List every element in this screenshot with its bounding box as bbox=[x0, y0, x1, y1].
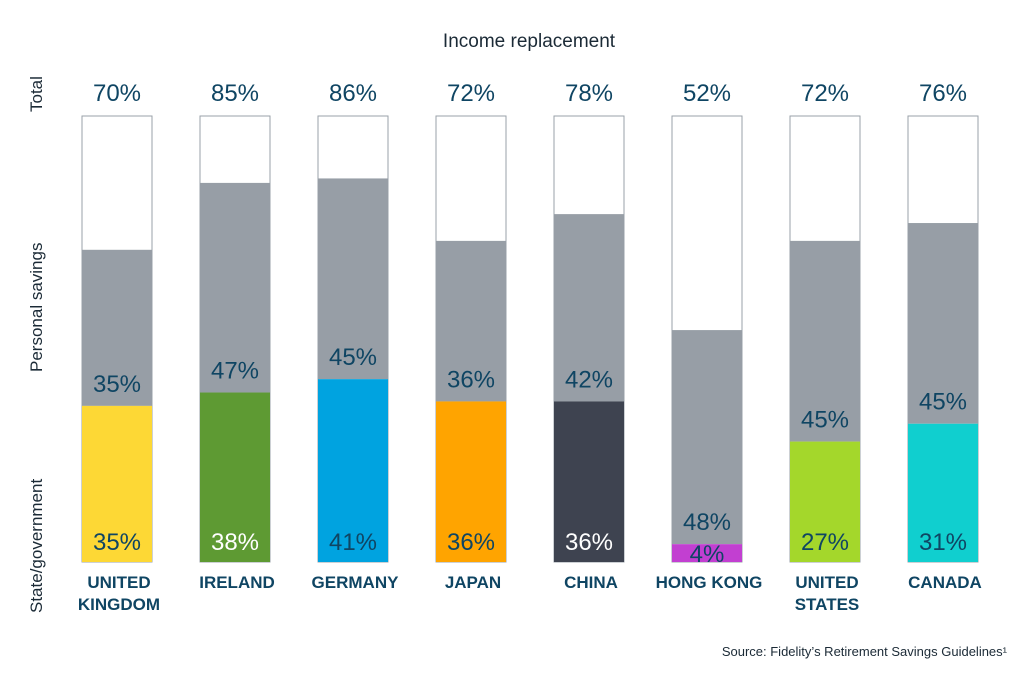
bar-personal-savings-japan bbox=[436, 240, 506, 402]
state-government-label-united-states: 27% bbox=[801, 529, 849, 556]
total-label-china: 78% bbox=[565, 80, 613, 107]
bar-state-government-hong-kong bbox=[672, 544, 742, 562]
bar-state-government-germany bbox=[318, 379, 388, 562]
bar-state-government-ireland bbox=[200, 392, 270, 562]
bar-personal-savings-united-states bbox=[790, 240, 860, 442]
y-label-total: Total bbox=[27, 76, 46, 112]
source-note: Source: Fidelity’s Retirement Savings Gu… bbox=[722, 644, 1008, 659]
category-label-germany: GERMANY bbox=[312, 573, 400, 592]
y-label-state-government: State/government bbox=[27, 479, 46, 613]
category-label-united-kingdom-line1: UNITED bbox=[87, 573, 150, 592]
category-label-china: CHINA bbox=[564, 573, 618, 592]
category-label-canada: CANADA bbox=[908, 573, 982, 592]
personal-savings-label-united-kingdom: 35% bbox=[93, 371, 141, 398]
personal-savings-label-canada: 45% bbox=[919, 389, 967, 416]
category-label-hong-kong: HONG KONG bbox=[656, 573, 763, 592]
y-label-personal-savings: Personal savings bbox=[27, 243, 46, 372]
bar-personal-savings-hong-kong bbox=[672, 330, 742, 545]
total-label-united-kingdom: 70% bbox=[93, 80, 141, 107]
personal-savings-label-hong-kong: 48% bbox=[683, 509, 731, 536]
bar-state-government-canada bbox=[908, 423, 978, 562]
state-government-label-canada: 31% bbox=[919, 529, 967, 556]
total-label-hong-kong: 52% bbox=[683, 80, 731, 107]
total-label-japan: 72% bbox=[447, 80, 495, 107]
state-government-label-ireland: 38% bbox=[211, 529, 259, 556]
state-government-label-china: 36% bbox=[565, 529, 613, 556]
category-label-united-kingdom-line2: KINGDOM bbox=[78, 595, 160, 614]
bars-group: 70% 35% 35% UNITED KINGDOM 85% 47% 38% IRELAND 86… bbox=[78, 80, 982, 614]
bar-personal-savings-germany bbox=[318, 178, 388, 380]
state-government-label-germany: 41% bbox=[329, 529, 377, 556]
category-label-japan: JAPAN bbox=[445, 573, 501, 592]
total-label-united-states: 72% bbox=[801, 80, 849, 107]
personal-savings-label-japan: 36% bbox=[447, 366, 495, 393]
category-label-united-states-line2: STATES bbox=[795, 595, 860, 614]
bar-state-government-united-kingdom bbox=[82, 405, 152, 562]
total-label-canada: 76% bbox=[919, 80, 967, 107]
bar-state-government-china bbox=[554, 401, 624, 562]
state-government-label-japan: 36% bbox=[447, 529, 495, 556]
personal-savings-label-united-states: 45% bbox=[801, 407, 849, 434]
bar-personal-savings-united-kingdom bbox=[82, 249, 152, 406]
state-government-label-united-kingdom: 35% bbox=[93, 529, 141, 556]
bar-personal-savings-ireland bbox=[200, 182, 270, 393]
state-government-label-hong-kong: 4% bbox=[690, 541, 725, 568]
personal-savings-label-germany: 45% bbox=[329, 344, 377, 371]
total-label-ireland: 85% bbox=[211, 80, 259, 107]
bar-personal-savings-canada bbox=[908, 223, 978, 424]
total-label-germany: 86% bbox=[329, 80, 377, 107]
category-label-ireland: IRELAND bbox=[199, 573, 275, 592]
bar-state-government-japan bbox=[436, 401, 506, 562]
bar-personal-savings-china bbox=[554, 214, 624, 402]
bar-state-government-united-states bbox=[790, 441, 860, 562]
personal-savings-label-ireland: 47% bbox=[211, 358, 259, 385]
category-label-united-states-line1: UNITED bbox=[795, 573, 858, 592]
chart-title: Income replacement bbox=[443, 31, 616, 52]
personal-savings-label-china: 42% bbox=[565, 366, 613, 393]
